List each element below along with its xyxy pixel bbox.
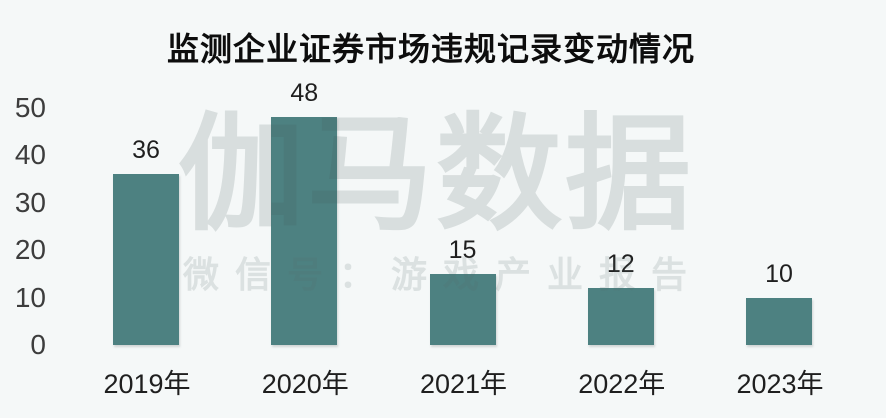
y-axis-tick-label: 30: [14, 186, 46, 218]
bar-value-label: 48: [290, 79, 319, 107]
x-axis-category-label: 2021年: [419, 369, 508, 399]
y-axis-tick-label: 20: [14, 234, 46, 265]
y-axis-tick-label: 50: [14, 91, 46, 123]
bar-2021年: [429, 273, 496, 345]
x-axis-category-label: 2019年: [103, 369, 191, 399]
bar-value-label: 15: [448, 235, 477, 264]
bar-2023年: [746, 297, 812, 345]
bar-2022年: [587, 288, 654, 345]
chart-title: 监测企业证券市场违规记录变动情况: [166, 31, 695, 67]
x-axis-category-label: 2023年: [736, 369, 824, 399]
bar-2020年: [271, 117, 338, 345]
bar-value-label: 10: [765, 259, 793, 288]
x-axis-category-label: 2022年: [578, 369, 666, 399]
bar-value-label: 36: [132, 136, 160, 164]
y-axis-tick-label: 40: [14, 139, 46, 170]
y-axis-tick-label: 10: [14, 281, 46, 313]
y-axis-tick-label: 0: [30, 329, 46, 360]
x-axis-category-label: 2020年: [261, 369, 349, 399]
bar-value-label: 12: [606, 250, 635, 278]
bar-2019年: [113, 174, 179, 345]
